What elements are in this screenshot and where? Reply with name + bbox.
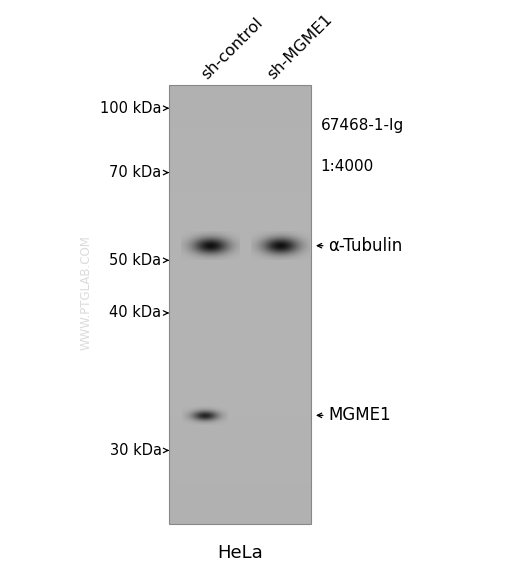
Text: MGME1: MGME1	[328, 407, 391, 424]
Text: WWW.PTGLAB.COM: WWW.PTGLAB.COM	[79, 235, 92, 350]
Text: 100 kDa: 100 kDa	[100, 101, 162, 116]
Text: α-Tubulin: α-Tubulin	[328, 237, 402, 254]
Text: 50 kDa: 50 kDa	[110, 253, 162, 268]
Text: 67468-1-Ig: 67468-1-Ig	[321, 118, 404, 133]
Text: sh-MGME1: sh-MGME1	[265, 11, 335, 82]
Text: 30 kDa: 30 kDa	[110, 443, 162, 458]
Bar	[169, 85, 311, 524]
Text: 40 kDa: 40 kDa	[110, 305, 162, 321]
Text: 70 kDa: 70 kDa	[110, 165, 162, 180]
Text: HeLa: HeLa	[217, 544, 263, 562]
Text: sh-control: sh-control	[199, 15, 266, 82]
Text: 1:4000: 1:4000	[321, 159, 374, 174]
